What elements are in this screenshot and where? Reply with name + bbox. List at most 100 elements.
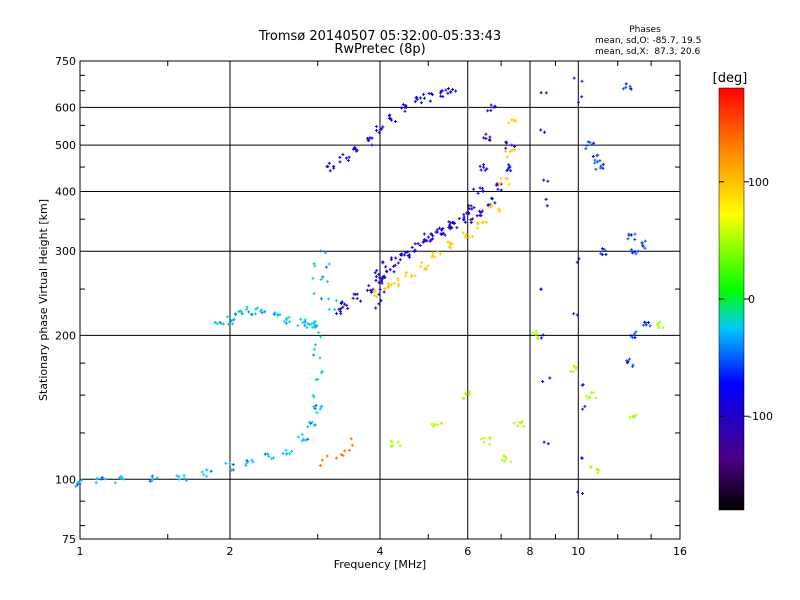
data-point (234, 313, 238, 317)
data-point (448, 241, 452, 245)
data-point (595, 468, 599, 472)
data-point (641, 323, 645, 327)
data-point (350, 443, 354, 447)
data-point (121, 477, 125, 481)
data-point (334, 456, 338, 460)
data-point (415, 96, 419, 100)
data-point (388, 268, 392, 272)
data-point (349, 437, 353, 441)
data-point (479, 211, 483, 215)
data-point (631, 414, 635, 418)
data-point (303, 323, 307, 327)
data-point (404, 251, 408, 255)
data-point (389, 258, 393, 262)
data-point (643, 246, 647, 250)
data-point (312, 292, 316, 296)
data-point (374, 306, 378, 310)
data-point (150, 477, 154, 481)
data-point (338, 155, 342, 159)
data-point (450, 226, 454, 230)
data-point (428, 99, 432, 103)
data-point (469, 220, 473, 224)
data-point (410, 273, 414, 277)
data-point (327, 161, 331, 165)
data-point (419, 265, 423, 269)
data-point (633, 249, 637, 253)
data-point (571, 370, 575, 374)
data-point (377, 293, 381, 297)
y-tick-label: 200 (55, 329, 76, 342)
data-point (546, 442, 550, 446)
data-point (476, 191, 480, 195)
data-point (245, 459, 249, 463)
data-point (413, 242, 417, 246)
data-point (586, 140, 590, 144)
data-point (387, 117, 391, 121)
data-point (449, 221, 453, 225)
data-point (590, 142, 594, 146)
data-point (319, 335, 323, 339)
data-point (200, 470, 204, 474)
data-point (433, 255, 437, 259)
data-point (539, 336, 543, 340)
data-point (313, 264, 317, 268)
data-point (480, 221, 484, 225)
data-point (281, 451, 285, 455)
data-point (393, 119, 397, 123)
data-point (402, 253, 406, 257)
data-point (420, 260, 424, 264)
data-point (254, 307, 258, 311)
data-point (245, 461, 249, 465)
data-point (646, 320, 650, 324)
data-point (499, 188, 503, 192)
data-point (380, 281, 384, 285)
data-point (323, 251, 327, 255)
data-point (457, 217, 461, 221)
data-point (386, 286, 390, 290)
data-point (259, 309, 263, 313)
data-point (583, 404, 587, 408)
data-point (341, 305, 345, 309)
data-point (435, 423, 439, 427)
data-point (539, 91, 543, 95)
data-point (633, 232, 637, 236)
x-tick-label: 2 (227, 545, 234, 558)
data-point (303, 438, 307, 442)
data-point (119, 474, 123, 478)
y-tick-label: 100 (55, 473, 76, 486)
data-point (300, 439, 304, 443)
data-point (332, 164, 336, 168)
data-point (276, 314, 280, 318)
data-point (321, 275, 325, 279)
data-point (422, 92, 426, 96)
data-point (504, 457, 508, 461)
data-point (312, 262, 316, 266)
data-point (312, 395, 316, 399)
x-axis-label: Frequency [MHz] (334, 558, 426, 571)
data-point (597, 468, 601, 472)
data-point (446, 240, 450, 244)
data-point (596, 471, 600, 475)
data-point (422, 238, 426, 242)
data-point (413, 100, 417, 104)
data-point (507, 121, 511, 125)
data-point (641, 244, 645, 248)
data-point (640, 241, 644, 245)
data-point (575, 313, 579, 317)
data-point (318, 407, 322, 411)
data-point (74, 485, 78, 489)
data-point (333, 308, 337, 312)
data-point (633, 237, 637, 241)
data-point (335, 312, 339, 316)
colorbar-tick-label: 100 (748, 176, 769, 189)
data-point (488, 135, 492, 139)
data-point (621, 87, 625, 91)
data-point (240, 312, 244, 316)
data-point (624, 82, 628, 86)
data-point (406, 250, 410, 254)
data-point (313, 407, 317, 411)
data-point (634, 413, 638, 417)
data-point (625, 359, 629, 363)
data-point (491, 197, 495, 201)
